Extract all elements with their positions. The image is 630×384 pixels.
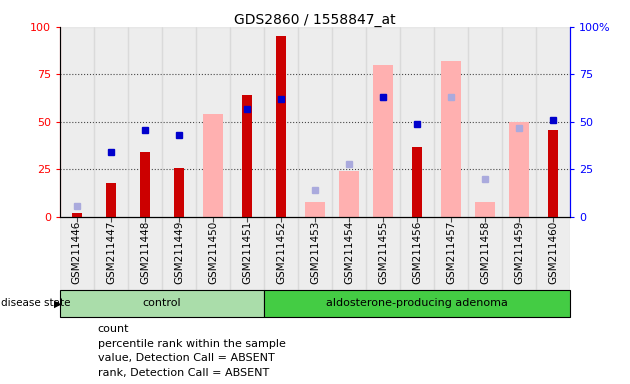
Bar	[434, 217, 468, 290]
Text: GSM211449: GSM211449	[174, 220, 184, 284]
Bar	[140, 152, 150, 217]
Text: GDS2860 / 1558847_at: GDS2860 / 1558847_at	[234, 13, 396, 27]
Bar	[230, 27, 264, 217]
Text: percentile rank within the sample: percentile rank within the sample	[98, 339, 285, 349]
Bar	[412, 147, 422, 217]
Bar	[536, 27, 570, 217]
Bar	[196, 217, 230, 290]
Text: GSM211456: GSM211456	[412, 220, 422, 284]
Text: GSM211459: GSM211459	[514, 220, 524, 284]
Text: disease state: disease state	[1, 298, 70, 308]
Bar	[94, 27, 128, 217]
Bar	[332, 27, 366, 217]
Text: GSM211452: GSM211452	[276, 220, 286, 284]
Text: GSM211447: GSM211447	[106, 220, 116, 284]
Bar	[264, 27, 298, 217]
Bar	[400, 217, 434, 290]
Bar	[276, 36, 286, 217]
Bar	[434, 27, 468, 217]
Text: GSM211460: GSM211460	[548, 220, 558, 284]
Text: GSM211450: GSM211450	[208, 220, 218, 284]
Bar	[332, 217, 366, 290]
Text: GSM211446: GSM211446	[72, 220, 82, 284]
Bar	[242, 95, 252, 217]
Bar	[128, 27, 162, 217]
Bar	[60, 217, 94, 290]
Bar	[72, 213, 82, 217]
Bar	[203, 114, 223, 217]
Bar	[264, 290, 570, 317]
Text: count: count	[98, 324, 129, 334]
Bar	[339, 171, 359, 217]
Text: GSM211448: GSM211448	[140, 220, 150, 284]
Bar	[441, 61, 461, 217]
Text: GSM211451: GSM211451	[242, 220, 252, 284]
Text: GSM211453: GSM211453	[310, 220, 320, 284]
Text: GSM211454: GSM211454	[344, 220, 354, 284]
Bar	[468, 27, 502, 217]
Text: GSM211455: GSM211455	[378, 220, 388, 284]
Bar	[400, 27, 434, 217]
Bar	[174, 167, 184, 217]
Bar	[94, 217, 128, 290]
Bar	[106, 183, 116, 217]
Text: GSM211458: GSM211458	[480, 220, 490, 284]
Bar	[264, 217, 298, 290]
Bar	[536, 217, 570, 290]
Bar	[128, 217, 162, 290]
Text: rank, Detection Call = ABSENT: rank, Detection Call = ABSENT	[98, 368, 269, 378]
Text: GSM211457: GSM211457	[446, 220, 456, 284]
Bar	[502, 217, 536, 290]
Bar	[366, 217, 400, 290]
Bar	[366, 27, 400, 217]
Bar	[230, 217, 264, 290]
Bar	[305, 202, 325, 217]
Bar	[298, 27, 332, 217]
Text: ▶: ▶	[54, 298, 61, 308]
Bar	[468, 217, 502, 290]
Bar	[162, 27, 196, 217]
Bar	[162, 217, 196, 290]
Bar	[373, 65, 393, 217]
Bar	[502, 27, 536, 217]
Bar	[60, 27, 94, 217]
Text: value, Detection Call = ABSENT: value, Detection Call = ABSENT	[98, 353, 275, 363]
Bar	[475, 202, 495, 217]
Bar	[60, 290, 264, 317]
Bar	[509, 122, 529, 217]
Bar	[548, 129, 558, 217]
Bar	[196, 27, 230, 217]
Text: control: control	[142, 298, 181, 308]
Text: aldosterone-producing adenoma: aldosterone-producing adenoma	[326, 298, 508, 308]
Bar	[298, 217, 332, 290]
